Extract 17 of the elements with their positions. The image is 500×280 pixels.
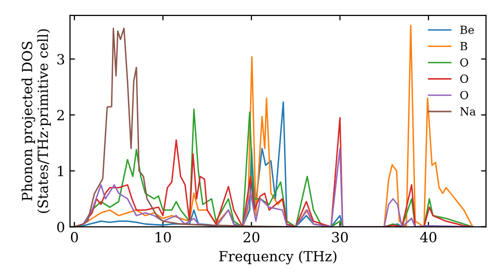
x-tick-label: 20 [244,232,260,242]
legend-label: B [460,42,468,50]
legend-label: Be [460,26,474,34]
y-tick-label: 1 [58,166,64,176]
legend-label: O [460,74,468,83]
y-tick-label: 3 [57,54,64,64]
x-tick-label: 40 [420,232,436,242]
x-tick-label: 10 [156,232,171,242]
y-tick-label: 2 [57,110,64,120]
legend-label: Na [460,107,476,116]
legend-label: O [460,90,468,100]
x-axis-title: Frequency (THz) [219,250,336,264]
x-tick-label: 0 [70,232,78,242]
y-axis-title: Phonon projected DOS (States/THz·primitive cell) [22,29,51,213]
x-tick-label: 30 [332,232,348,242]
y-tick-label: 0 [57,222,64,232]
legend-label: O [460,58,468,67]
